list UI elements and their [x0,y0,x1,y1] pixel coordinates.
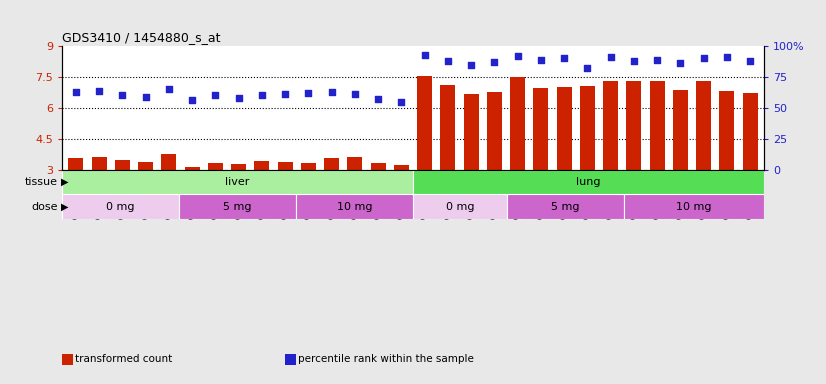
Point [581,65,594,71]
Bar [413,194,506,219]
Point [720,54,733,60]
Point [372,96,385,102]
Text: transformed count: transformed count [75,354,173,364]
Bar [624,194,764,219]
Bar [138,162,153,169]
Bar [603,81,618,169]
Point [325,89,338,95]
Bar [324,158,339,169]
Text: 10 mg: 10 mg [676,202,711,212]
Bar [92,157,107,169]
Bar [62,194,179,219]
Text: 5 mg: 5 mg [223,202,252,212]
Bar [719,91,734,169]
Bar [626,81,642,169]
Point [69,89,83,95]
Point [534,56,548,63]
Bar [463,94,479,169]
Text: 0 mg: 0 mg [107,202,135,212]
Bar [673,90,688,169]
Point [511,53,525,59]
Bar [743,93,757,169]
Point [186,97,199,103]
Bar [278,162,292,169]
Bar [208,163,223,169]
Bar [487,93,502,169]
Point [651,56,664,63]
Bar [347,157,363,169]
Bar [580,86,595,169]
Point [278,91,292,97]
Text: ▶: ▶ [61,202,69,212]
Point [464,61,477,68]
Text: lung: lung [577,177,601,187]
Point [209,93,222,99]
Point [441,58,454,64]
Point [395,99,408,105]
Point [418,51,431,58]
Bar [296,194,413,219]
Point [139,94,152,100]
Bar [534,88,548,169]
Bar [301,163,316,169]
Text: tissue: tissue [25,177,58,187]
Point [674,60,687,66]
Bar [557,87,572,169]
Text: GDS3410 / 1454880_s_at: GDS3410 / 1454880_s_at [62,31,221,44]
Bar [254,161,269,169]
Point [349,91,362,97]
Point [627,58,640,64]
Point [301,90,315,96]
Point [488,59,501,65]
Text: percentile rank within the sample: percentile rank within the sample [298,354,474,364]
Point [232,95,245,101]
Bar [417,76,432,169]
Text: liver: liver [225,177,249,187]
Bar [179,194,296,219]
Point [697,55,710,61]
Text: 5 mg: 5 mg [551,202,579,212]
Bar [184,167,200,169]
Point [93,88,106,94]
Bar [371,163,386,169]
Text: ▶: ▶ [61,177,69,187]
Bar [161,154,177,169]
Point [255,93,268,99]
Text: dose: dose [31,202,58,212]
Point [743,58,757,64]
Bar [510,77,525,169]
Bar [696,81,711,169]
Point [162,86,175,92]
Point [558,55,571,61]
Bar [649,81,665,169]
Text: 0 mg: 0 mg [445,202,474,212]
Bar [440,85,455,169]
Bar [231,164,246,169]
Point [116,93,129,99]
Bar [69,158,83,169]
Bar [413,169,764,194]
Point [604,54,617,60]
Bar [115,160,130,169]
Bar [506,194,624,219]
Text: 10 mg: 10 mg [337,202,373,212]
Bar [62,169,413,194]
Bar [394,166,409,169]
